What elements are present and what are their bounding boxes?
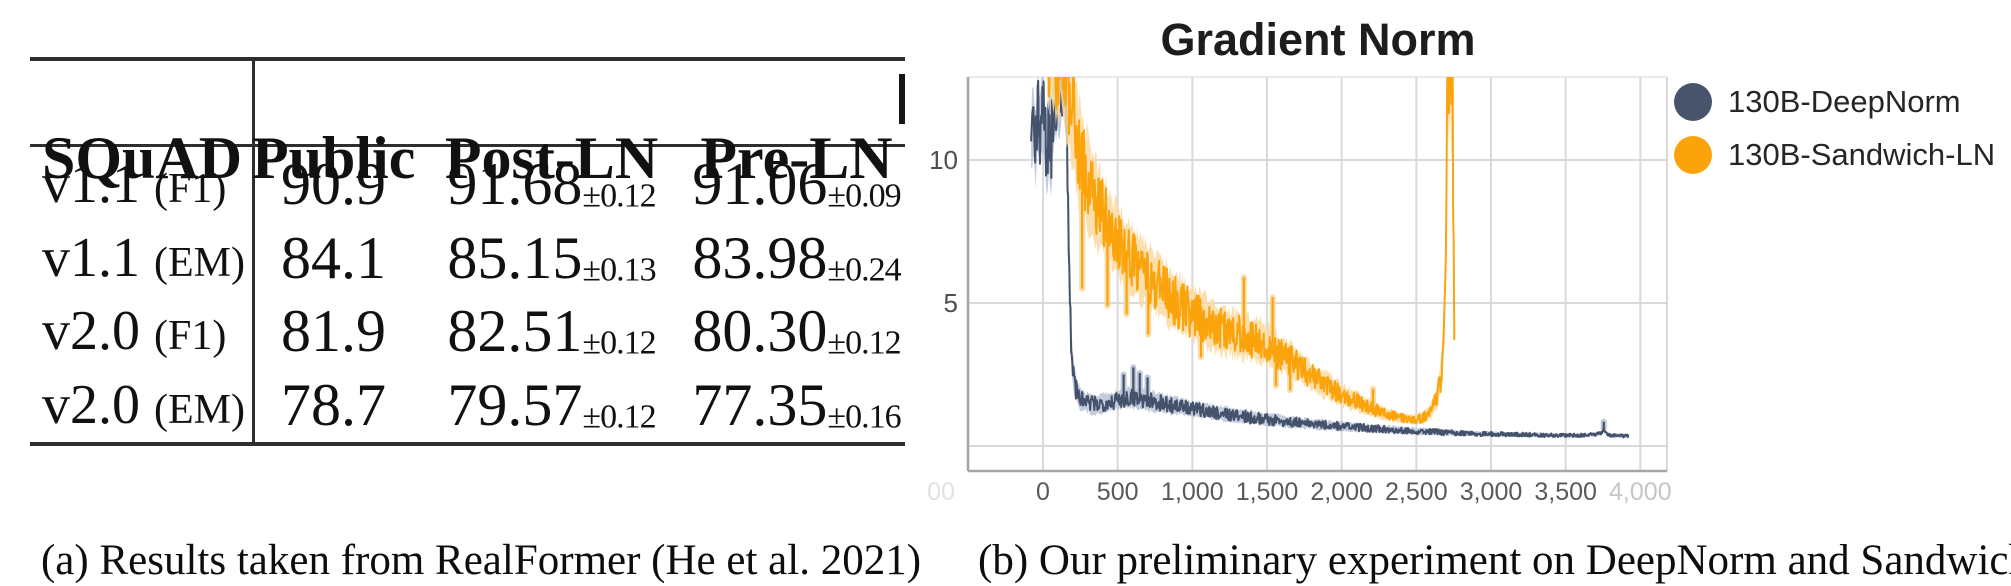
post-ln-value: 91.68±0.12 xyxy=(447,151,656,217)
legend: 130B-DeepNorm 130B-Sandwich-LN xyxy=(1674,82,1995,188)
squad-version: v1.1 xyxy=(42,226,140,289)
x-tick-label: 0 xyxy=(1036,478,1050,506)
plot-frame xyxy=(966,76,1668,473)
x-tick-label: 3,500 xyxy=(1534,478,1597,506)
pre-ln-value: 91.06±0.09 xyxy=(692,151,901,217)
table-row: v2.0 (EM) 78.7 79.57±0.12 77.35±0.16 xyxy=(30,369,905,442)
caption-a: (a) Results taken from RealFormer (He et… xyxy=(40,537,922,584)
public-value: 78.7 xyxy=(281,371,386,438)
x-tick-label: 3,000 xyxy=(1459,478,1523,506)
gradient-norm-chart xyxy=(966,76,1668,473)
squad-version: v2.0 xyxy=(42,373,140,436)
deepnorm-series-swatch xyxy=(1674,82,1712,121)
metric-label: (F1) xyxy=(154,313,227,359)
chart-title: Gradient Norm xyxy=(1160,14,1476,65)
post-ln-value: 85.15±0.13 xyxy=(447,224,656,291)
squad-version: v2.0 xyxy=(42,300,140,362)
metric-label: (F1) xyxy=(154,166,227,212)
x-tick-label: 1,500 xyxy=(1235,478,1299,506)
legend-label-deepnorm: 130B-DeepNorm xyxy=(1728,83,1961,119)
metric-label: (EM) xyxy=(154,239,245,286)
row-label: v1.1 (EM) xyxy=(42,222,252,300)
x-tick-label: 2,500 xyxy=(1385,478,1448,506)
post-ln-stddev: ±0.12 xyxy=(582,324,656,362)
metric-label: (EM) xyxy=(154,386,245,433)
table-column-divider xyxy=(252,57,255,446)
col-header-pre-ln: Pre-LN xyxy=(700,125,893,191)
pre-ln-value: 77.35±0.16 xyxy=(692,371,901,438)
post-ln-stddev: ±0.12 xyxy=(582,398,656,436)
squad-version: v1.1 xyxy=(42,153,140,215)
public-value: 90.9 xyxy=(281,151,386,217)
row-label: v1.1 (F1) xyxy=(42,148,252,226)
table-row: v1.1 (EM) 84.1 85.15±0.13 83.98±0.24 xyxy=(30,222,905,295)
legend-item-sandwich-ln: 130B-Sandwich-LN xyxy=(1674,135,1995,174)
row-label: v2.0 (EM) xyxy=(42,369,252,447)
post-ln-stddev: ±0.12 xyxy=(582,177,656,215)
col-header-squad: SQuAD xyxy=(42,125,243,191)
table-row: v1.1 (F1) 90.9 91.68±0.12 91.06±0.09 xyxy=(30,148,905,221)
row-label: v2.0 (F1) xyxy=(42,295,252,373)
pre-ln-value: 83.98±0.24 xyxy=(692,224,901,291)
col-header-public: Public xyxy=(252,125,416,191)
pre-ln-stddev: ±0.09 xyxy=(827,177,901,215)
x-tick-label: 00 xyxy=(927,478,955,506)
clipped-column-glyph xyxy=(899,74,905,124)
pre-ln-stddev: ±0.16 xyxy=(827,398,901,436)
sandwich-ln-series-swatch xyxy=(1674,135,1712,174)
pre-ln-stddev: ±0.12 xyxy=(827,324,901,362)
series-130b-deepnorm xyxy=(1030,77,1630,439)
y-tick-label: 10 xyxy=(929,145,958,175)
post-ln-value: 82.51±0.12 xyxy=(447,298,656,364)
table-top-rule xyxy=(30,57,905,61)
x-tick-label: 2,000 xyxy=(1310,478,1373,506)
post-ln-value: 79.57±0.12 xyxy=(447,371,656,438)
x-tick-label: 1,000 xyxy=(1161,478,1224,506)
x-tick-label: 500 xyxy=(1096,478,1139,506)
public-value: 84.1 xyxy=(281,224,386,291)
public-value: 81.9 xyxy=(281,298,386,364)
pre-ln-stddev: ±0.24 xyxy=(827,251,901,289)
post-ln-stddev: ±0.13 xyxy=(582,251,656,289)
legend-item-deepnorm: 130B-DeepNorm xyxy=(1674,82,1995,121)
legend-label-sandwich-ln: 130B-Sandwich-LN xyxy=(1728,136,1996,172)
caption-b: (b) Our preliminary experiment on DeepNo… xyxy=(978,537,2011,584)
col-header-post-ln: Post-LN xyxy=(444,125,659,191)
x-tick-label: 4,000 xyxy=(1609,478,1672,506)
table-header-rule xyxy=(30,144,905,147)
table-row: v2.0 (F1) 81.9 82.51±0.12 80.30±0.12 xyxy=(30,295,905,368)
y-tick-label: 5 xyxy=(943,288,958,318)
table-bottom-rule xyxy=(30,442,905,446)
pre-ln-value: 80.30±0.12 xyxy=(692,298,901,364)
series-130b-sandwich-ln xyxy=(1047,77,1456,425)
